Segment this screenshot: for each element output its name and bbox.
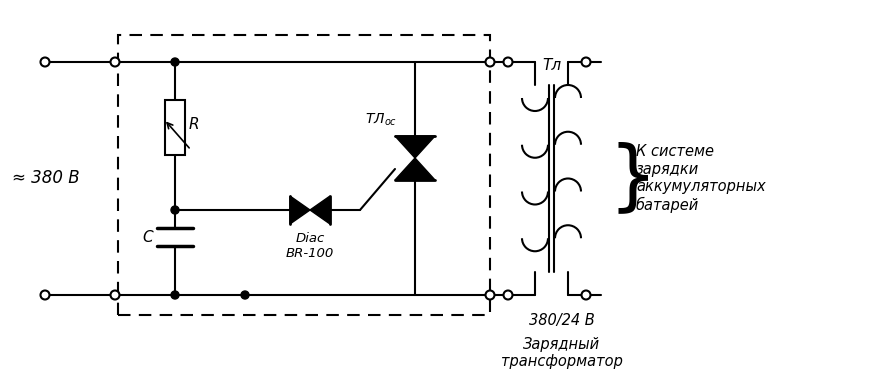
Polygon shape [290,196,310,224]
Bar [118,35,490,315]
Text: }: } [608,141,656,216]
Circle shape [486,290,494,299]
Polygon shape [310,196,330,224]
Circle shape [110,58,120,66]
Circle shape [40,290,50,299]
Text: Тл: Тл [542,58,561,73]
Circle shape [171,291,179,299]
Circle shape [582,58,591,66]
Circle shape [486,58,494,66]
Text: К системе
зарядки
аккумуляторных
батарей: К системе зарядки аккумуляторных батарей [636,144,766,213]
Circle shape [241,291,249,299]
Bar [165,100,185,155]
Circle shape [582,290,591,299]
Text: Diac
BR-100: Diac BR-100 [286,232,334,260]
Circle shape [503,290,513,299]
Text: ≈ 380 В: ≈ 380 В [12,169,80,187]
Circle shape [171,206,179,214]
Circle shape [171,58,179,66]
Text: ТЛ$_{ос}$: ТЛ$_{ос}$ [365,111,397,128]
Circle shape [40,58,50,66]
Polygon shape [395,158,435,180]
Text: 380/24 В: 380/24 В [528,313,594,328]
Circle shape [110,290,120,299]
Text: Зарядный
трансформатор: Зарядный трансформатор [500,337,622,370]
Text: C: C [143,230,153,244]
Text: R: R [189,117,200,132]
Polygon shape [395,136,435,158]
Circle shape [503,58,513,66]
